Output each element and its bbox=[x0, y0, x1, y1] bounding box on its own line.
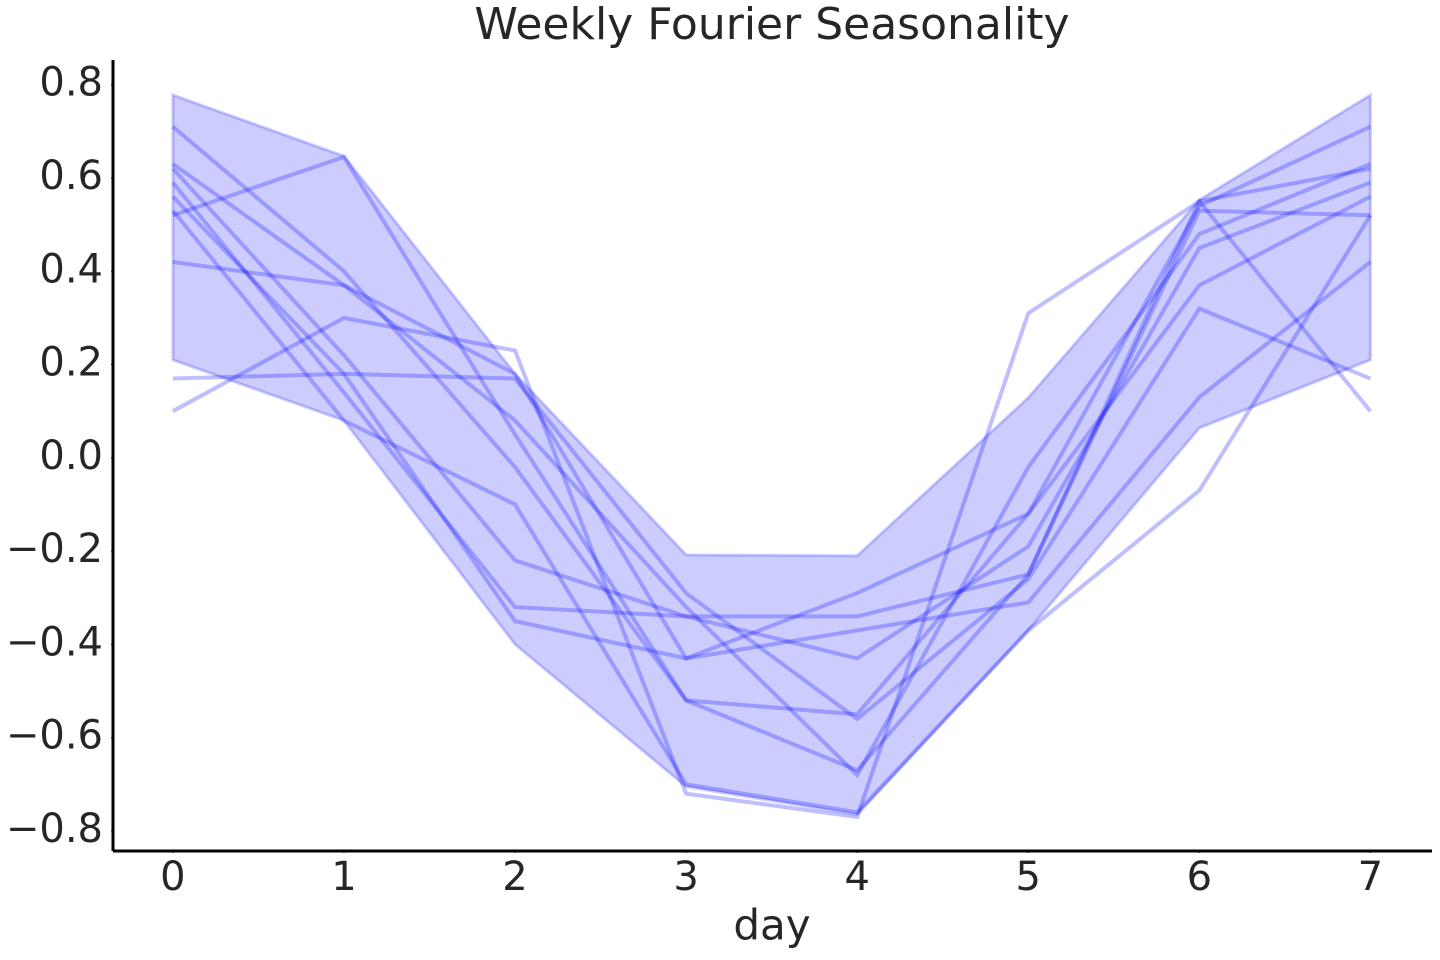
chart-title: Weekly Fourier Seasonality bbox=[474, 0, 1069, 50]
series-line bbox=[172, 306, 1372, 722]
series-line bbox=[171, 209, 1373, 815]
x-tick-label: 6 bbox=[1187, 854, 1212, 900]
series-line bbox=[172, 259, 1372, 661]
series-line bbox=[171, 162, 1372, 779]
series-line bbox=[171, 166, 1371, 619]
band bbox=[171, 92, 1372, 817]
x-axis-label: day bbox=[733, 901, 810, 950]
series-line bbox=[171, 124, 1372, 717]
y-tick-label: −0.6 bbox=[6, 713, 103, 759]
y-tick-label: −0.4 bbox=[6, 619, 103, 665]
x-tick-label: 4 bbox=[844, 854, 869, 900]
series-line bbox=[172, 154, 1371, 773]
series-line bbox=[171, 180, 1372, 661]
y-tick-label: −0.8 bbox=[6, 806, 103, 852]
y-tick-label: −0.2 bbox=[6, 526, 103, 572]
y-tick-label: 0.8 bbox=[39, 60, 103, 106]
x-tick-label: 3 bbox=[673, 854, 698, 900]
x-tick-label: 2 bbox=[502, 854, 527, 900]
x-tick-label: 1 bbox=[331, 854, 356, 900]
y-tick-label: 0.4 bbox=[39, 246, 103, 292]
series-line bbox=[171, 198, 1372, 820]
series-line bbox=[171, 194, 1372, 661]
y-tick-label: 0.6 bbox=[39, 153, 103, 199]
x-tick-label: 0 bbox=[160, 854, 185, 900]
x-tick-label: 5 bbox=[1016, 854, 1041, 900]
x-tick-label: 7 bbox=[1358, 854, 1383, 900]
y-tick-label: 0.0 bbox=[39, 433, 103, 479]
y-tick-label: 0.2 bbox=[39, 340, 103, 386]
